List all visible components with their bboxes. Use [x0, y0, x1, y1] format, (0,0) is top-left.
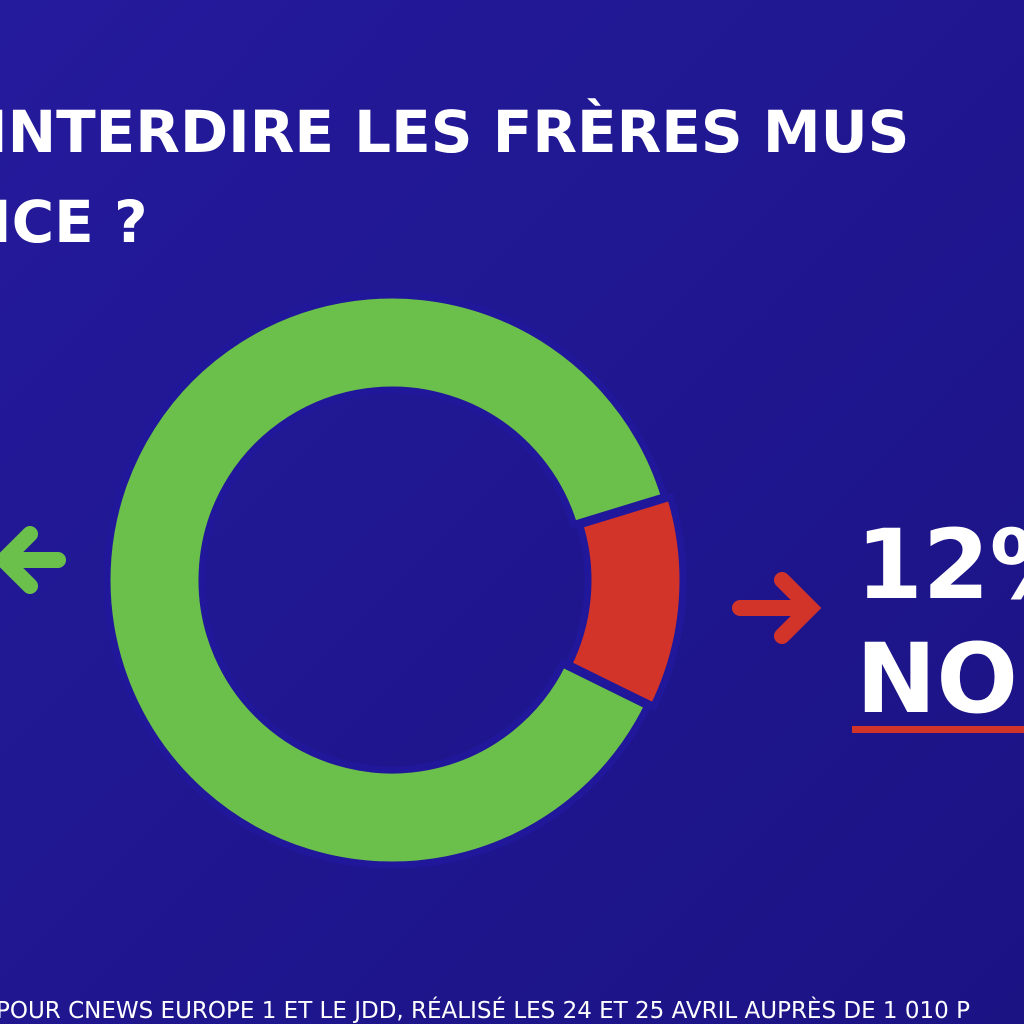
arrow [732, 572, 822, 644]
chart-title: ICE ? [0, 188, 148, 256]
underline [852, 726, 1024, 733]
value-label: 12% [856, 509, 1024, 621]
source: POUR CNEWS EUROPE 1 ET LE JDD, RÉALISÉ L… [0, 996, 970, 1024]
donut [103, 291, 687, 869]
donut-segment [103, 291, 669, 869]
arrow [0, 526, 66, 594]
category-label: NO [856, 623, 1018, 735]
donut-segment [563, 492, 687, 711]
chart-title: INTERDIRE LES FRÈRES MUS [0, 97, 909, 166]
